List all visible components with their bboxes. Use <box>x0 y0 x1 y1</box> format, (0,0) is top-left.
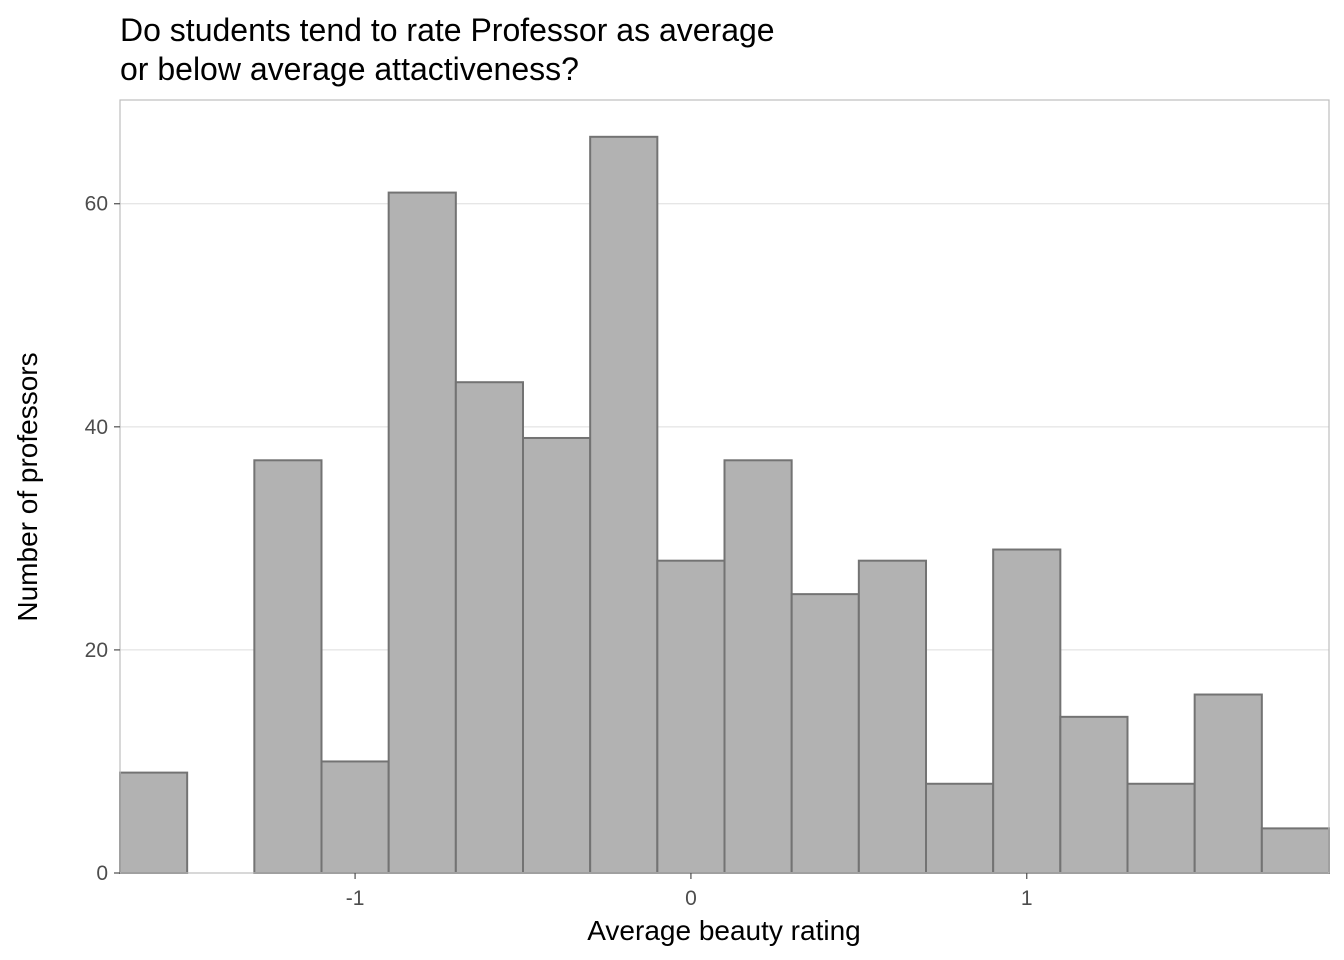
histogram-bar-7 <box>589 135 659 875</box>
histogram-bar-15 <box>1126 782 1196 874</box>
y-tick-label-0: 0 <box>96 862 108 885</box>
axis-ticks: 0 20 40 60 -1 0 1 <box>85 193 1033 910</box>
histogram-bar-3 <box>320 760 390 875</box>
histogram-bars <box>119 135 1331 875</box>
histogram-bar-0 <box>119 771 189 875</box>
histogram-bar-14 <box>1059 715 1129 874</box>
x-axis-title: Average beauty rating <box>587 915 860 946</box>
y-tick-label-1: 20 <box>85 639 108 662</box>
histogram-bar-5 <box>454 381 525 874</box>
chart-title-line-2: or below average attactiveness? <box>120 51 579 87</box>
histogram-bar-16 <box>1193 693 1263 875</box>
x-tick-label-0: -1 <box>346 887 365 910</box>
histogram-bar-8 <box>656 559 726 874</box>
y-axis-title: Number of professors <box>12 352 43 621</box>
histogram-bar-13 <box>992 548 1062 874</box>
histogram-bar-2 <box>253 459 323 874</box>
y-tick-label-2: 40 <box>85 416 108 439</box>
chart-title-line-1: Do students tend to rate Professor as av… <box>120 12 775 48</box>
y-tick-label-3: 60 <box>85 193 108 216</box>
x-tick-label-2: 1 <box>1021 887 1033 910</box>
histogram-bar-10 <box>790 593 860 874</box>
histogram-bar-9 <box>723 459 793 874</box>
histogram-bar-12 <box>925 782 995 874</box>
histogram-bar-6 <box>522 436 592 874</box>
histogram-bar-17 <box>1260 827 1331 874</box>
x-tick-label-1: 0 <box>685 887 697 910</box>
histogram-bar-11 <box>857 559 927 874</box>
panel-border <box>119 99 1330 874</box>
histogram-bar-4 <box>387 191 457 874</box>
